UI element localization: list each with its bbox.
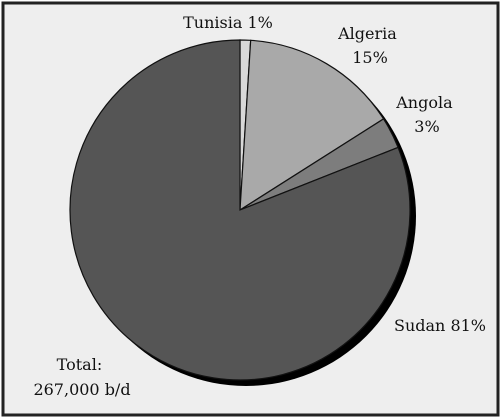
slice-label-angola: Angola 3%	[395, 93, 457, 136]
slice-label-angola-pct: 3%	[414, 117, 439, 136]
pie-slice-sudan	[69, 39, 411, 381]
slice-label-angola-name: Angola	[395, 93, 453, 112]
total-label: Total: 267,000 b/d	[33, 355, 130, 399]
slice-label-tunisia: Tunisia 1%	[183, 13, 273, 32]
total-label-value: 267,000 b/d	[33, 380, 130, 399]
slice-label-algeria-name: Algeria	[337, 24, 397, 43]
slice-label-algeria: Algeria 15%	[337, 24, 402, 67]
pie-slice-algeria	[239, 39, 385, 212]
slice-label-algeria-pct: 15%	[352, 48, 388, 67]
slice-label-sudan: Sudan 81%	[394, 316, 486, 335]
total-label-title: Total:	[57, 355, 103, 374]
